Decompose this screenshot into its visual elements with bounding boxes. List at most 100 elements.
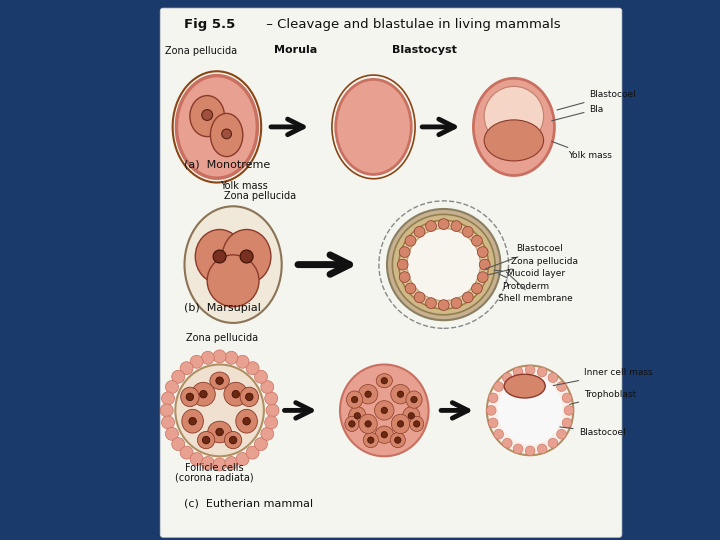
Circle shape [261,427,274,440]
Text: (a)  Monotreme: (a) Monotreme [184,160,271,170]
Circle shape [365,391,372,397]
Text: Protoderm: Protoderm [499,274,549,291]
Circle shape [213,350,226,363]
Text: (corona radiata): (corona radiata) [175,472,253,483]
Circle shape [189,417,197,425]
Circle shape [243,417,251,425]
Circle shape [232,390,240,398]
Circle shape [462,292,473,303]
Circle shape [486,406,496,415]
Circle shape [472,283,482,294]
Ellipse shape [374,401,394,420]
Ellipse shape [224,382,248,406]
Text: Bla: Bla [552,105,604,121]
Circle shape [161,404,173,417]
Circle shape [240,250,253,263]
Circle shape [548,438,558,448]
Circle shape [222,129,232,139]
Circle shape [513,367,523,377]
Ellipse shape [345,416,359,431]
Ellipse shape [240,387,258,407]
Circle shape [414,292,425,303]
Circle shape [190,355,203,368]
Circle shape [503,373,512,382]
Circle shape [562,418,572,428]
Circle shape [477,247,488,258]
Circle shape [381,377,387,384]
Circle shape [408,413,415,419]
Ellipse shape [391,384,410,404]
Circle shape [213,458,226,471]
Text: Inner cell mass: Inner cell mass [554,368,653,386]
Circle shape [537,367,547,377]
Circle shape [213,250,226,263]
Ellipse shape [195,230,244,284]
Circle shape [488,418,498,428]
Circle shape [548,373,558,382]
Text: Zona pellucida: Zona pellucida [165,46,237,56]
Ellipse shape [387,209,500,320]
Circle shape [161,416,174,429]
Ellipse shape [181,409,204,433]
Circle shape [426,298,436,308]
Text: (c)  Eutherian mammal: (c) Eutherian mammal [184,498,314,508]
Circle shape [348,421,355,427]
Circle shape [265,416,278,429]
Circle shape [254,370,267,383]
Circle shape [438,219,449,230]
Circle shape [397,259,408,270]
Circle shape [525,365,535,375]
Circle shape [172,370,185,383]
Circle shape [477,272,488,282]
Ellipse shape [359,414,377,434]
Text: Zona pellucida: Zona pellucida [186,333,258,343]
Ellipse shape [176,364,264,456]
Text: Zona pellucida: Zona pellucida [224,191,296,201]
Text: Yolk mass: Yolk mass [220,181,268,191]
Circle shape [216,428,223,436]
Ellipse shape [392,414,410,434]
Circle shape [400,247,410,258]
Circle shape [395,437,401,443]
Ellipse shape [197,431,215,449]
Circle shape [488,393,498,403]
Circle shape [381,431,387,438]
Text: (b)  Marsupial: (b) Marsupial [184,303,261,313]
Circle shape [229,436,237,444]
Ellipse shape [402,407,420,425]
Circle shape [190,453,203,465]
Text: Fig 5.5: Fig 5.5 [184,18,235,31]
Circle shape [202,352,215,365]
Circle shape [462,226,473,237]
Ellipse shape [399,220,488,309]
Ellipse shape [484,86,544,146]
Circle shape [557,382,567,392]
Ellipse shape [406,391,422,408]
Ellipse shape [498,376,562,444]
Circle shape [246,362,259,375]
Circle shape [413,421,420,427]
Circle shape [397,391,404,397]
Circle shape [537,444,547,454]
Ellipse shape [359,384,378,404]
FancyBboxPatch shape [160,8,622,537]
Circle shape [166,427,179,440]
Ellipse shape [236,409,258,433]
Ellipse shape [487,366,573,455]
Ellipse shape [192,382,215,406]
Circle shape [261,381,274,394]
Ellipse shape [210,372,229,389]
Ellipse shape [346,391,363,408]
Circle shape [410,396,418,403]
Circle shape [161,392,174,405]
Circle shape [216,377,223,384]
Ellipse shape [190,96,225,137]
Circle shape [351,396,358,403]
Ellipse shape [207,255,259,307]
Text: Shell membrane: Shell membrane [498,272,572,303]
Text: – Cleavage and blastulae in living mammals: – Cleavage and blastulae in living mamma… [262,18,561,31]
Circle shape [494,382,503,392]
Circle shape [180,362,193,375]
Circle shape [365,421,372,427]
Circle shape [405,235,416,246]
